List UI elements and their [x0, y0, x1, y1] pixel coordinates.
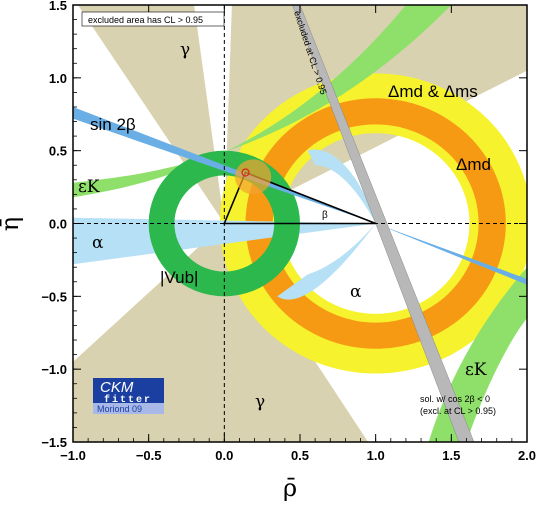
label-epsk-right: εK [465, 360, 487, 380]
epsk-band-upper [73, 5, 452, 198]
sin2beta-band-continuation [375, 223, 527, 285]
x-tick-label: 1.5 [442, 448, 460, 463]
alpha-crescent-upper [307, 149, 376, 224]
y-tick-label: 0.0 [49, 217, 67, 232]
alpha-region [73, 149, 376, 300]
label-vub: |Vub| [160, 268, 198, 287]
excluded-area-box [81, 11, 225, 27]
label-epsk-left: εK [78, 177, 100, 197]
sin2beta-band-main [73, 107, 376, 224]
label-gamma-bottom: γ [255, 392, 265, 412]
tick-labels: −1.0 −0.5 0.0 0.5 1.0 1.5 2.0 1.5 1.0 0.5 0.0 −0.5 −… [41, 0, 536, 463]
apex-region [234, 159, 272, 195]
sol-note-line1: sol. w/ cos 2β < 0 [420, 394, 490, 404]
y-tick-label: −0.5 [41, 289, 67, 304]
gamma-wedge-upper-left [73, 5, 225, 224]
sol-note-line2: (excl. at CL > 0.95) [420, 406, 496, 416]
logo-ckm: CKM [100, 379, 134, 396]
label-alpha-right: α [350, 282, 362, 302]
x-tick-label: 1.0 [367, 448, 385, 463]
label-beta-angle: β [322, 210, 328, 221]
y-tick-label: −1.5 [41, 435, 67, 450]
alpha-band-left [73, 217, 376, 265]
y-tick-label: −1.0 [41, 362, 67, 377]
axes [72, 4, 528, 443]
apex-marker [241, 168, 250, 177]
x-tick-label: 0.5 [291, 448, 309, 463]
x-tick-label: 0.0 [215, 448, 233, 463]
excluded-area-note: excluded area has CL > 0.95 [88, 15, 203, 25]
y-axis-title: η̄ [0, 217, 24, 231]
label-gamma-top: γ [180, 40, 190, 60]
logo-moriond: Moriond 09 [97, 404, 142, 414]
x-tick-label: −0.5 [136, 448, 162, 463]
logo-fitter: fitter [104, 394, 152, 406]
y-tick-label: 1.0 [49, 71, 67, 86]
y-tick-label: 1.5 [49, 0, 67, 13]
label-alpha-left: α [92, 233, 104, 253]
y-tick-label: 0.5 [49, 144, 67, 159]
x-axis-title: ρ̄ [283, 474, 297, 502]
label-sin2beta: sin 2β [90, 115, 136, 134]
label-dmd-dms: Δmd & Δms [388, 82, 478, 101]
alpha-crescent-lower [277, 223, 376, 300]
sin2beta-band [73, 107, 527, 285]
x-tick-label: 2.0 [518, 448, 536, 463]
ckmfitter-logo: CKM fitter Moriond 09 [93, 378, 164, 414]
label-dmd: Δmd [456, 155, 491, 174]
x-tick-label: −1.0 [60, 448, 86, 463]
